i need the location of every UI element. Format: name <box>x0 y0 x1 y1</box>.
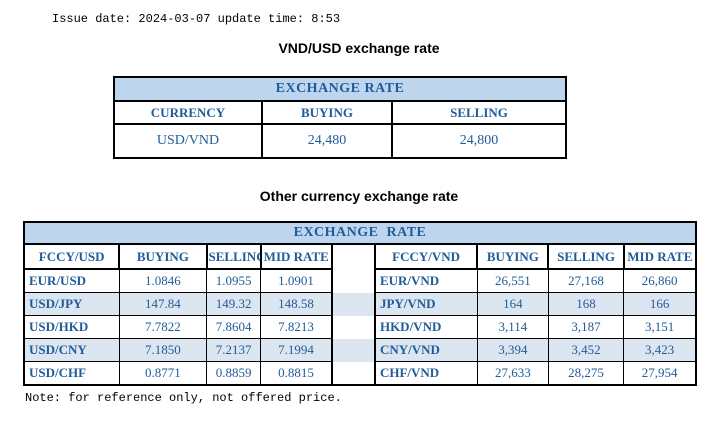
column-header-buying: BUYING <box>118 243 208 270</box>
mid-rate-cell: 7.8213 <box>260 315 333 339</box>
currency-pair-cell: CNY/VND <box>374 338 478 362</box>
column-header-buying: BUYING <box>476 243 550 270</box>
mid-rate-cell: 148.58 <box>260 292 333 316</box>
currency-pair-cell: EUR/VND <box>374 268 478 293</box>
selling-rate-cell: 3,452 <box>547 338 625 362</box>
note-line: Note: for reference only, not offered pr… <box>25 391 342 405</box>
selling-rate-cell: 28,275 <box>547 361 625 386</box>
buying-rate-cell: 7.7822 <box>118 315 208 339</box>
selling-rate-cell: 3,187 <box>547 315 625 339</box>
buying-rate-cell: 147.84 <box>118 292 208 316</box>
buying-rate-cell: 26,551 <box>476 268 549 293</box>
mid-rate-cell: 3,423 <box>623 338 697 362</box>
currency-pair-cell: HKD/VND <box>374 315 478 339</box>
selling-rate-cell: 24,800 <box>390 123 568 159</box>
column-header-fccy-vnd: FCCY/VND <box>373 243 479 270</box>
selling-rate-cell: 0.8859 <box>205 361 262 386</box>
mid-rate-cell: 7.1994 <box>260 338 333 362</box>
mid-rate-cell: 26,860 <box>623 268 697 293</box>
selling-rate-cell: 168 <box>547 292 625 316</box>
table-band-row: EXCHANGE RATE <box>112 76 568 102</box>
table-row: USD/CHF 0.8771 0.8859 0.8815 CHF/VND 27,… <box>23 361 697 386</box>
usd-table-title: VND/USD exchange rate <box>278 40 440 56</box>
currency-pair-cell: USD/JPY <box>23 292 120 316</box>
buying-rate-cell: 1.0846 <box>118 268 208 293</box>
table-header-row: CURRENCY BUYING SELLING <box>113 100 568 125</box>
buying-rate-cell: 0.8771 <box>118 361 208 386</box>
spacer-cell <box>330 361 376 385</box>
table-row: USD/JPY 147.84 149.32 148.58 JPY/VND 164… <box>23 292 697 316</box>
column-header-mid-rate: MID RATE <box>622 243 698 270</box>
currency-pair-cell: USD/CHF <box>23 361 120 386</box>
column-header-mid-rate: MID RATE <box>259 243 333 270</box>
currency-pair-cell: USD/VND <box>113 123 263 159</box>
exchange-rate-band: EXCHANGE RATE <box>23 221 697 245</box>
usd-vnd-rate-table: EXCHANGE RATE CURRENCY BUYING SELLING US… <box>112 76 568 159</box>
column-header-fccy-usd: FCCY/USD <box>22 243 121 270</box>
buying-rate-cell: 164 <box>476 292 549 316</box>
mid-rate-cell: 27,954 <box>623 361 697 386</box>
table-band-row: EXCHANGE RATE <box>23 221 697 245</box>
column-header-selling: SELLING <box>390 100 568 125</box>
other-currency-rate-table: EXCHANGE RATE FCCY/USD BUYING SELLING MI… <box>22 221 698 386</box>
column-header-selling: SELLING <box>547 243 625 270</box>
column-header-buying: BUYING <box>261 100 393 125</box>
issue-date-line: Issue date: 2024-03-07 update time: 8:53 <box>52 12 341 26</box>
table-row: USD/HKD 7.7822 7.8604 7.8213 HKD/VND 3,1… <box>23 315 697 339</box>
other-table-title: Other currency exchange rate <box>259 188 459 204</box>
mid-rate-cell: 3,151 <box>623 315 697 339</box>
spacer-cell <box>330 244 376 269</box>
mid-rate-cell: 1.0901 <box>260 268 333 293</box>
selling-rate-cell: 27,168 <box>547 268 625 293</box>
selling-rate-cell: 7.2137 <box>205 338 262 362</box>
spacer-cell <box>330 269 376 293</box>
currency-pair-cell: EUR/USD <box>23 268 120 293</box>
spacer-cell <box>330 315 376 339</box>
buying-rate-cell: 27,633 <box>476 361 549 386</box>
currency-pair-cell: CHF/VND <box>374 361 478 386</box>
column-header-currency: CURRENCY <box>113 100 263 125</box>
table-row: EUR/USD 1.0846 1.0955 1.0901 EUR/VND 26,… <box>23 268 697 293</box>
mid-rate-cell: 166 <box>623 292 697 316</box>
buying-rate-cell: 24,480 <box>261 123 393 159</box>
table-header-row: FCCY/USD BUYING SELLING MID RATE FCCY/VN… <box>22 243 698 270</box>
currency-pair-cell: USD/CNY <box>23 338 120 362</box>
selling-rate-cell: 149.32 <box>205 292 262 316</box>
spacer-cell <box>330 292 376 316</box>
currency-pair-cell: USD/HKD <box>23 315 120 339</box>
buying-rate-cell: 7.1850 <box>118 338 208 362</box>
currency-pair-cell: JPY/VND <box>374 292 478 316</box>
buying-rate-cell: 3,394 <box>476 338 549 362</box>
selling-rate-cell: 1.0955 <box>205 268 262 293</box>
mid-rate-cell: 0.8815 <box>260 361 333 386</box>
exchange-rate-band: EXCHANGE RATE <box>112 76 568 102</box>
selling-rate-cell: 7.8604 <box>205 315 262 339</box>
buying-rate-cell: 3,114 <box>476 315 549 339</box>
column-header-selling: SELLING <box>205 243 262 270</box>
table-row: USD/VND 24,480 24,800 <box>113 123 568 159</box>
spacer-cell <box>330 338 376 362</box>
table-row: USD/CNY 7.1850 7.2137 7.1994 CNY/VND 3,3… <box>23 338 697 362</box>
